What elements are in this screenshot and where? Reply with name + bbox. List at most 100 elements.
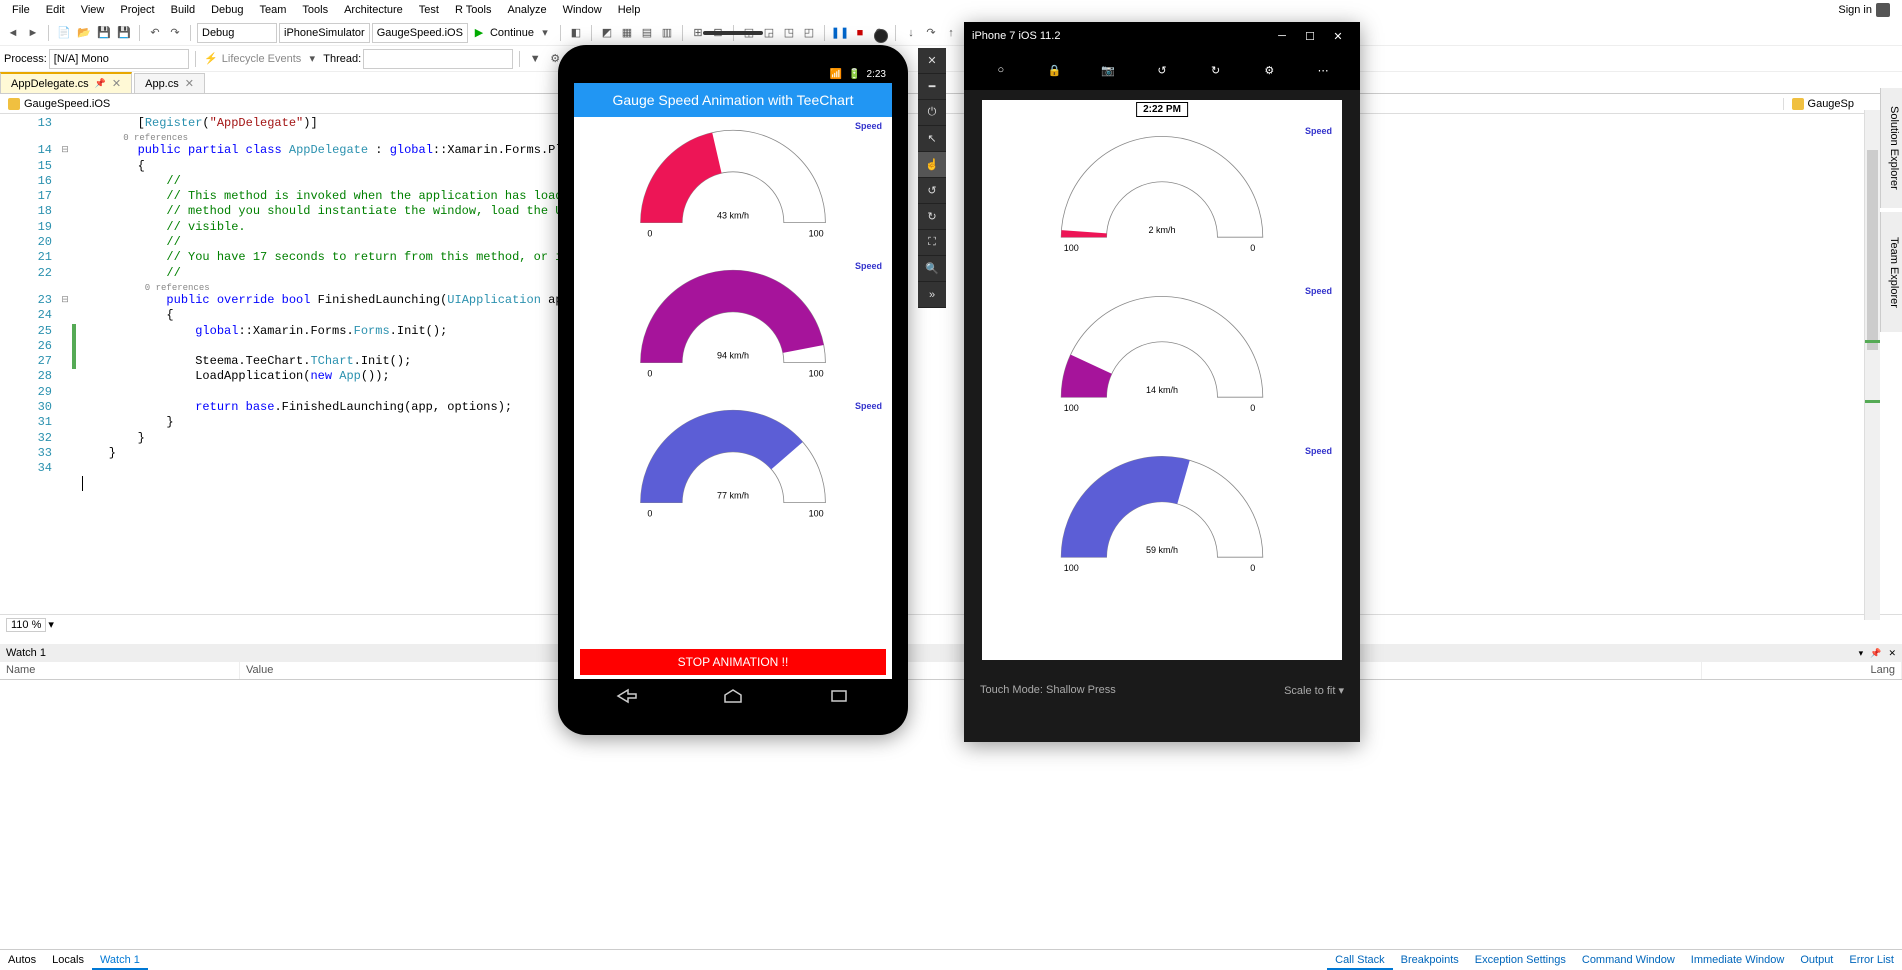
save-all-icon[interactable]: 💾: [115, 24, 133, 42]
fold-column[interactable]: ⊟⊟: [58, 114, 72, 614]
ios-screenshot-icon[interactable]: 📷: [1092, 64, 1124, 77]
ios-titlebar[interactable]: iPhone 7 iOS 11.2 ─ ☐ ✕: [964, 22, 1360, 50]
thread-dropdown[interactable]: [363, 49, 513, 69]
bottom-tab-output[interactable]: Output: [1792, 952, 1841, 968]
menu-team[interactable]: Team: [252, 2, 295, 18]
config-dropdown[interactable]: Debug: [197, 23, 277, 43]
platform-dropdown[interactable]: iPhoneSimulator: [279, 23, 370, 43]
process-dropdown[interactable]: [N/A] Mono: [49, 49, 189, 69]
ios-lock-icon[interactable]: 🔒: [1039, 64, 1071, 77]
win-close-icon[interactable]: ✕: [1324, 30, 1352, 43]
sign-in-link[interactable]: Sign in: [1830, 1, 1898, 19]
menu-window[interactable]: Window: [555, 2, 610, 18]
tb-icon-1[interactable]: ◧: [567, 24, 585, 42]
bottom-tab-breakpoints[interactable]: Breakpoints: [1393, 952, 1467, 968]
bottom-tab-locals[interactable]: Locals: [44, 952, 92, 968]
ios-rotate-ccw-icon[interactable]: ↺: [1146, 64, 1178, 77]
stop-animation-button[interactable]: STOP ANIMATION !!: [580, 649, 886, 675]
continue-dropdown-icon[interactable]: ▾: [536, 24, 554, 42]
tb-icon-5[interactable]: ▥: [658, 24, 676, 42]
emu-cursor-icon[interactable]: ↖: [918, 126, 946, 152]
win-maximize-icon[interactable]: ☐: [1296, 30, 1324, 43]
emu-minimize-icon[interactable]: ━: [918, 74, 946, 100]
nav-right[interactable]: GaugeSp: [1783, 98, 1862, 110]
bottom-tab-autos[interactable]: Autos: [0, 952, 44, 968]
editor-scrollbar[interactable]: [1864, 110, 1880, 620]
panel-close-icon[interactable]: ✕: [1888, 648, 1896, 658]
ios-rotate-cw-icon[interactable]: ↻: [1200, 64, 1232, 77]
start-debug-button[interactable]: ▶: [470, 24, 488, 42]
startup-dropdown[interactable]: GaugeSpeed.iOS: [372, 23, 468, 43]
emu-power-icon[interactable]: ⏻: [918, 100, 946, 126]
menu-analyze[interactable]: Analyze: [499, 2, 554, 18]
emu-zoom-icon[interactable]: 🔍: [918, 256, 946, 282]
menu-project[interactable]: Project: [112, 2, 162, 18]
new-icon[interactable]: 📄: [55, 24, 73, 42]
panel-menu-icon[interactable]: ▾: [1859, 648, 1864, 658]
emu-more-icon[interactable]: »: [918, 282, 946, 308]
code-editor[interactable]: 1314151617181920212223242526272829303132…: [0, 114, 1902, 614]
menu-r-tools[interactable]: R Tools: [447, 2, 499, 18]
team-explorer-tab[interactable]: Team Explorer: [1880, 212, 1902, 332]
emu-rotate-ccw-icon[interactable]: ↺: [918, 178, 946, 204]
bottom-tab-immediate-window[interactable]: Immediate Window: [1683, 952, 1793, 968]
bottom-tab-command-window[interactable]: Command Window: [1574, 952, 1683, 968]
solution-explorer-tab[interactable]: Solution Explorer: [1880, 88, 1902, 208]
tab-appdelegate-cs[interactable]: AppDelegate.cs📌✕: [0, 72, 132, 93]
win-minimize-icon[interactable]: ─: [1268, 30, 1296, 42]
recent-icon[interactable]: [828, 688, 850, 707]
open-icon[interactable]: 📂: [75, 24, 93, 42]
home-icon[interactable]: [722, 688, 744, 707]
menu-edit[interactable]: Edit: [38, 2, 73, 18]
step-out-icon[interactable]: ↑: [942, 24, 960, 42]
tb-icon-3[interactable]: ▦: [618, 24, 636, 42]
tb2-icon-1[interactable]: ▼: [526, 50, 544, 68]
close-icon[interactable]: ✕: [112, 77, 121, 90]
menu-tools[interactable]: Tools: [294, 2, 336, 18]
ios-settings-icon[interactable]: ⚙: [1253, 64, 1285, 77]
menu-debug[interactable]: Debug: [203, 2, 251, 18]
nav-project[interactable]: GaugeSpeed.iOS: [0, 98, 118, 110]
nav-back-icon[interactable]: ◄: [4, 24, 22, 42]
back-icon[interactable]: [616, 688, 638, 707]
watch-col-name[interactable]: Name: [0, 662, 240, 679]
menu-file[interactable]: File: [4, 2, 38, 18]
tb-icon-2[interactable]: ◩: [598, 24, 616, 42]
scrollbar-thumb[interactable]: [1867, 150, 1878, 350]
menu-help[interactable]: Help: [610, 2, 649, 18]
bottom-tab-watch-1[interactable]: Watch 1: [92, 952, 148, 970]
close-icon[interactable]: ✕: [185, 77, 194, 90]
ios-more-icon[interactable]: ⋯: [1307, 64, 1339, 77]
redo-icon[interactable]: ↷: [166, 24, 184, 42]
menu-test[interactable]: Test: [411, 2, 447, 18]
scale-dropdown[interactable]: Scale to fit ▾: [1284, 684, 1344, 697]
undo-icon[interactable]: ↶: [146, 24, 164, 42]
emu-close-icon[interactable]: ✕: [918, 48, 946, 74]
tab-app-cs[interactable]: App.cs✕: [134, 73, 205, 93]
menu-view[interactable]: View: [73, 2, 113, 18]
tb-icon-4[interactable]: ▤: [638, 24, 656, 42]
emu-rotate-cw-icon[interactable]: ↻: [918, 204, 946, 230]
ios-screen[interactable]: 2:22 PM Speed 2 km/h 100 0 Speed 14 km/h…: [982, 100, 1342, 660]
watch-col-lang[interactable]: Lang: [1702, 662, 1902, 679]
tb-icon-10[interactable]: ◳: [780, 24, 798, 42]
ios-home-icon[interactable]: ○: [985, 64, 1017, 76]
zoom-dropdown[interactable]: 110 %: [6, 618, 46, 632]
menu-architecture[interactable]: Architecture: [336, 2, 411, 18]
lifecycle-dd[interactable]: ▾: [303, 50, 321, 68]
panel-pin-icon[interactable]: 📌: [1870, 648, 1881, 658]
emu-fit-icon[interactable]: ⛶: [918, 230, 946, 256]
lifecycle-icon[interactable]: ⚡: [202, 50, 220, 68]
step-over-icon[interactable]: ↷: [922, 24, 940, 42]
tb-icon-11[interactable]: ◰: [800, 24, 818, 42]
menu-build[interactable]: Build: [163, 2, 203, 18]
bottom-tab-error-list[interactable]: Error List: [1841, 952, 1902, 968]
save-icon[interactable]: 💾: [95, 24, 113, 42]
nav-fwd-icon[interactable]: ►: [24, 24, 42, 42]
step-into-icon[interactable]: ↓: [902, 24, 920, 42]
pin-icon[interactable]: 📌: [95, 78, 106, 89]
emu-touch-icon[interactable]: ☝: [918, 152, 946, 178]
bottom-tab-call-stack[interactable]: Call Stack: [1327, 952, 1393, 970]
stop-debug-icon[interactable]: ■: [851, 24, 869, 42]
pause-icon[interactable]: ❚❚: [831, 24, 849, 42]
